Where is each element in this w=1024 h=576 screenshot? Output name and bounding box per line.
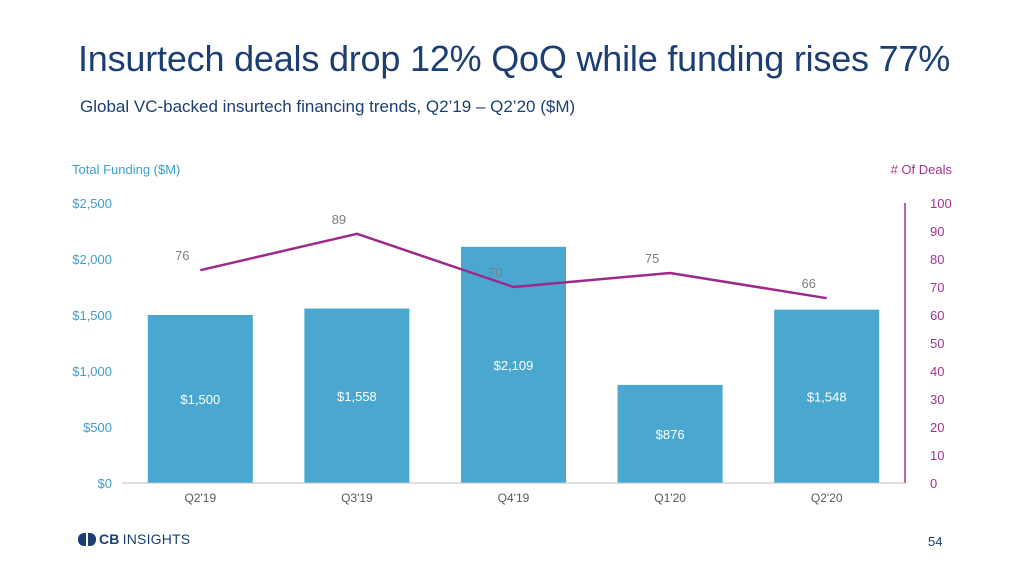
x-tick-label: Q2'19 bbox=[184, 491, 216, 505]
right-axis-title: # Of Deals bbox=[891, 162, 953, 177]
deals-point-label: 76 bbox=[175, 248, 189, 263]
right-tick-label: 40 bbox=[930, 364, 944, 379]
left-tick-label: $500 bbox=[83, 420, 112, 435]
x-tick-label: Q4'19 bbox=[498, 491, 530, 505]
right-tick-label: 20 bbox=[930, 420, 944, 435]
x-tick-label: Q1'20 bbox=[654, 491, 686, 505]
x-axis: Q2'19 Q3'19 Q4'19 Q1'20 Q2'20 bbox=[122, 482, 905, 505]
page-title: Insurtech deals drop 12% QoQ while fundi… bbox=[78, 38, 951, 79]
right-axis: # Of Deals 0 10 20 30 40 50 60 70 80 90 100 bbox=[891, 162, 953, 491]
right-tick-label: 30 bbox=[930, 392, 944, 407]
right-tick-label: 50 bbox=[930, 336, 944, 351]
funding-bar bbox=[617, 384, 723, 483]
left-tick-label: $0 bbox=[98, 476, 112, 491]
cb-insights-logo: CB INSIGHTS bbox=[78, 531, 190, 547]
funding-bar-label: $876 bbox=[656, 427, 685, 442]
right-tick-label: 0 bbox=[930, 476, 937, 491]
logo-insights-text: INSIGHTS bbox=[122, 531, 191, 547]
deals-point-label: 70 bbox=[488, 265, 502, 280]
page-number: 54 bbox=[928, 534, 943, 549]
right-tick-label: 80 bbox=[930, 252, 944, 267]
right-tick-label: 70 bbox=[930, 280, 944, 295]
line-series: 76 89 70 75 66 bbox=[175, 212, 827, 300]
funding-bar-label: $1,558 bbox=[337, 389, 377, 404]
page-subtitle: Global VC-backed insurtech financing tre… bbox=[80, 97, 576, 116]
right-tick-label: 10 bbox=[930, 448, 944, 463]
right-tick-label: 90 bbox=[930, 224, 944, 239]
x-tick-label: Q2'20 bbox=[811, 491, 843, 505]
deals-point-label: 66 bbox=[801, 276, 815, 291]
funding-bar bbox=[774, 309, 880, 483]
funding-bar-label: $1,548 bbox=[807, 389, 847, 404]
funding-bar bbox=[147, 315, 253, 483]
left-tick-label: $2,000 bbox=[72, 252, 112, 267]
left-axis-title: Total Funding ($M) bbox=[72, 162, 180, 177]
left-tick-label: $2,500 bbox=[72, 196, 112, 211]
funding-bar bbox=[304, 308, 410, 483]
left-tick-label: $1,500 bbox=[72, 308, 112, 323]
deals-point-label: 75 bbox=[645, 251, 659, 266]
right-tick-label: 100 bbox=[930, 196, 952, 211]
deals-point-label: 89 bbox=[332, 212, 346, 227]
left-tick-label: $1,000 bbox=[72, 364, 112, 379]
funding-bar-label: $1,500 bbox=[180, 392, 220, 407]
funding-bar-label: $2,109 bbox=[494, 358, 534, 373]
right-tick-label: 60 bbox=[930, 308, 944, 323]
x-tick-label: Q3'19 bbox=[341, 491, 373, 505]
deals-line bbox=[200, 232, 827, 300]
cb-logo-icon bbox=[78, 532, 96, 546]
bar-series: $1,500 $1,558 $2,109 $876 $1,548 bbox=[147, 246, 880, 483]
left-axis: Total Funding ($M) $0 $500 $1,000 $1,500 $2,0… bbox=[72, 162, 180, 491]
logo-cb-text: CB bbox=[99, 531, 120, 547]
